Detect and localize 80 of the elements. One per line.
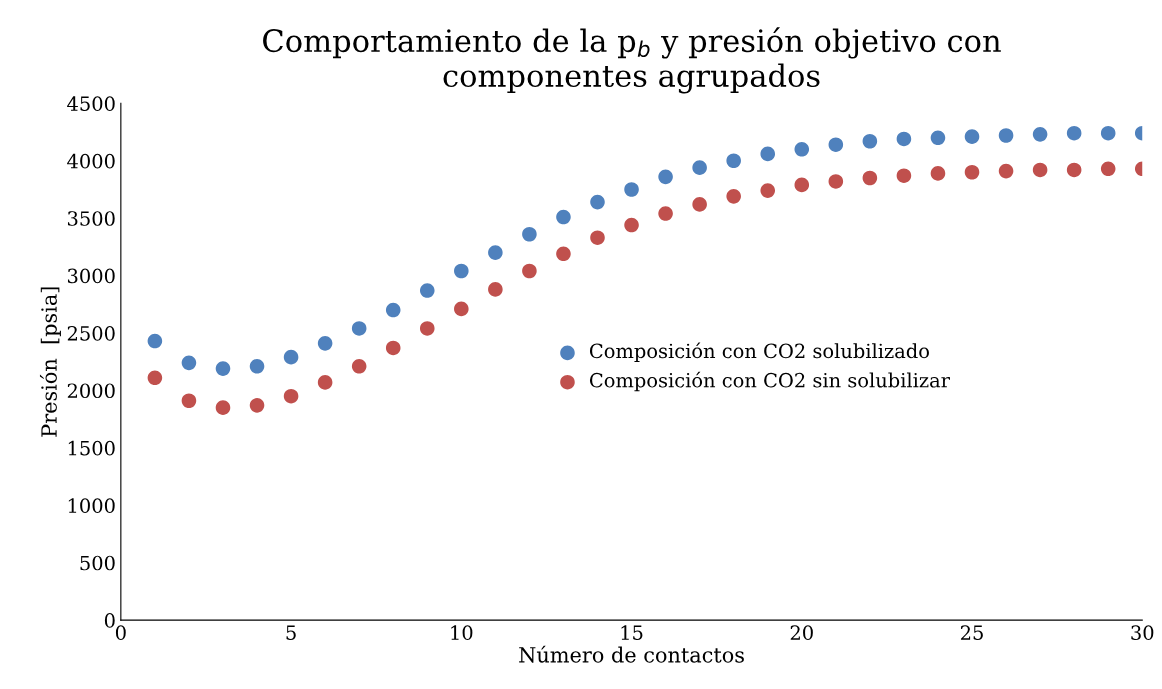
point — [726, 153, 741, 169]
x-tick-label: 30 — [1131, 625, 1154, 641]
y-tick-label: 2000 — [67, 383, 115, 399]
point — [590, 230, 605, 245]
point — [283, 388, 299, 404]
point — [522, 226, 537, 242]
y-tick-label: 1500 — [68, 440, 115, 456]
x-tick-label: 20 — [790, 625, 813, 641]
point — [419, 283, 435, 298]
y-tick-label: 500 — [80, 555, 115, 571]
y-tick-label: 3500 — [67, 211, 115, 226]
point — [896, 131, 912, 147]
point — [556, 209, 571, 225]
point — [385, 340, 401, 356]
point — [726, 189, 741, 204]
point — [147, 333, 163, 349]
x-tick-label: 10 — [451, 625, 473, 641]
point — [215, 361, 231, 376]
point — [828, 137, 844, 152]
point — [930, 130, 946, 146]
y-tick-label: 1000 — [68, 498, 115, 513]
point — [590, 194, 605, 210]
point — [1100, 125, 1116, 141]
point — [249, 359, 265, 374]
point — [385, 302, 401, 318]
point — [351, 359, 367, 374]
point — [760, 146, 776, 162]
point — [624, 217, 639, 233]
point — [1032, 127, 1048, 142]
point — [1066, 125, 1082, 141]
x-tick-label: 25 — [960, 625, 983, 641]
x-tick-label: 0 — [115, 625, 126, 641]
point — [454, 301, 469, 317]
point — [522, 263, 537, 279]
point — [488, 245, 503, 260]
point — [692, 160, 707, 175]
point — [488, 282, 503, 297]
point — [351, 321, 367, 336]
point — [181, 393, 197, 409]
point — [1032, 162, 1048, 178]
point — [794, 142, 810, 157]
chart-title: Comportamiento de la p$_{b}$ y presión objetivo con componentes agrupados — [263, 27, 1001, 94]
point — [658, 206, 673, 221]
legend-label: Composición con CO2 sin solubilizar — [589, 371, 950, 392]
point — [147, 370, 163, 386]
point — [317, 375, 333, 390]
point — [658, 169, 673, 185]
point — [556, 246, 571, 262]
point — [760, 183, 776, 198]
point — [249, 398, 265, 413]
point — [964, 129, 980, 144]
point — [862, 170, 878, 186]
point — [930, 166, 946, 181]
point — [862, 133, 878, 149]
point — [692, 197, 707, 212]
legend-label: Composición con CO2 solubilizado — [589, 342, 929, 363]
point — [181, 355, 197, 371]
point — [794, 177, 810, 193]
y-tick-label: 4500 — [67, 96, 115, 112]
y-tick-label: 0 — [104, 613, 115, 628]
x-tick-label: 5 — [286, 625, 296, 641]
y-tick-label: 3000 — [67, 268, 115, 284]
point — [998, 163, 1014, 179]
point — [964, 164, 980, 180]
point — [317, 336, 333, 351]
point — [419, 321, 435, 336]
point — [1066, 162, 1082, 178]
point — [1100, 161, 1116, 177]
point — [828, 174, 844, 189]
point — [998, 128, 1014, 143]
point — [283, 349, 299, 365]
point — [454, 263, 469, 279]
x-tick-label: 15 — [621, 625, 643, 641]
y-tick-label: 4000 — [67, 153, 115, 169]
point — [896, 168, 912, 183]
x-axis-title: Número de contactos — [519, 645, 744, 663]
y-tick-label: 2500 — [67, 325, 115, 341]
y-axis-title: Presión [psia] — [39, 287, 61, 437]
point — [624, 182, 639, 197]
point — [215, 400, 231, 415]
